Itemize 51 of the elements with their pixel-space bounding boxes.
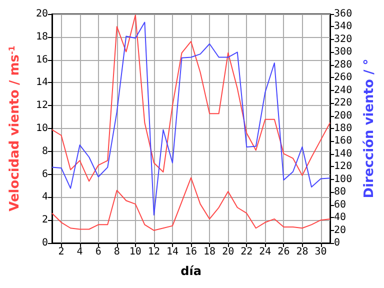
y2-tick-label: 320 xyxy=(334,34,352,45)
y2-tick-label: 340 xyxy=(334,21,352,32)
y-tick-label: 8 xyxy=(42,146,48,157)
x-tick-label: 24 xyxy=(259,246,272,258)
x-tick-label: 12 xyxy=(148,246,160,258)
x-tick-label: 18 xyxy=(204,246,216,258)
x-tick-label: 8 xyxy=(114,246,120,258)
x-tick-label: 4 xyxy=(76,246,83,258)
y2-tick-label: 20 xyxy=(334,224,346,236)
line-series xyxy=(52,14,331,182)
y2-tick-label: 120 xyxy=(334,161,352,172)
y2-tick-label: 300 xyxy=(334,46,352,58)
y2-tick-label: 240 xyxy=(334,84,352,96)
y2-tick-label: 280 xyxy=(334,59,352,70)
x-tick-label: 26 xyxy=(278,246,290,258)
y2-tick-label: 180 xyxy=(334,123,352,134)
x-tick-label: 14 xyxy=(166,246,179,258)
y2-tick-label: 0 xyxy=(334,238,340,248)
y-tick-label: 6 xyxy=(42,168,48,180)
y2-tick-label: 360 xyxy=(334,8,352,20)
y-tick-label: 14 xyxy=(36,77,48,88)
y2-tick-label: 220 xyxy=(334,98,352,109)
x-tick-label: 22 xyxy=(240,246,253,258)
y-tick-label: 4 xyxy=(42,192,48,203)
y2-tick-label: 260 xyxy=(334,72,352,84)
y2-tick-label: 60 xyxy=(334,199,346,210)
y-tick-label: 20 xyxy=(36,8,48,20)
x-tick-label: 30 xyxy=(314,246,327,258)
x-tick-label: 2 xyxy=(58,246,64,258)
x-tick-label: 20 xyxy=(222,246,234,258)
y2-tick-label: 100 xyxy=(334,174,352,185)
y2-tick-label: 140 xyxy=(334,148,352,160)
y2-tick-label: 40 xyxy=(334,212,346,224)
y2-tick-label: 160 xyxy=(334,136,352,147)
y-tick-label: 0 xyxy=(42,238,48,248)
line-series xyxy=(52,177,331,231)
line-series xyxy=(52,22,331,216)
y-tick-label: 10 xyxy=(36,123,48,134)
y-axis-title: Velocidad viento / ms-1 xyxy=(8,45,22,212)
y2-tick-label: 80 xyxy=(334,186,346,198)
x-tick-label: 28 xyxy=(296,246,308,258)
x-tick-label: 16 xyxy=(184,246,198,258)
y2-axis-title: Dirección viento / ° xyxy=(362,58,377,198)
y-tick-label: 18 xyxy=(36,31,48,42)
x-tick-label: 6 xyxy=(95,246,102,258)
x-tick-label: 10 xyxy=(129,246,142,258)
y-tick-label: 2 xyxy=(42,214,48,226)
y-tick-label: 12 xyxy=(36,100,48,112)
y2-tick-label: 200 xyxy=(334,110,352,122)
x-axis-title: día xyxy=(180,264,202,278)
y-tick-label: 16 xyxy=(36,54,48,66)
